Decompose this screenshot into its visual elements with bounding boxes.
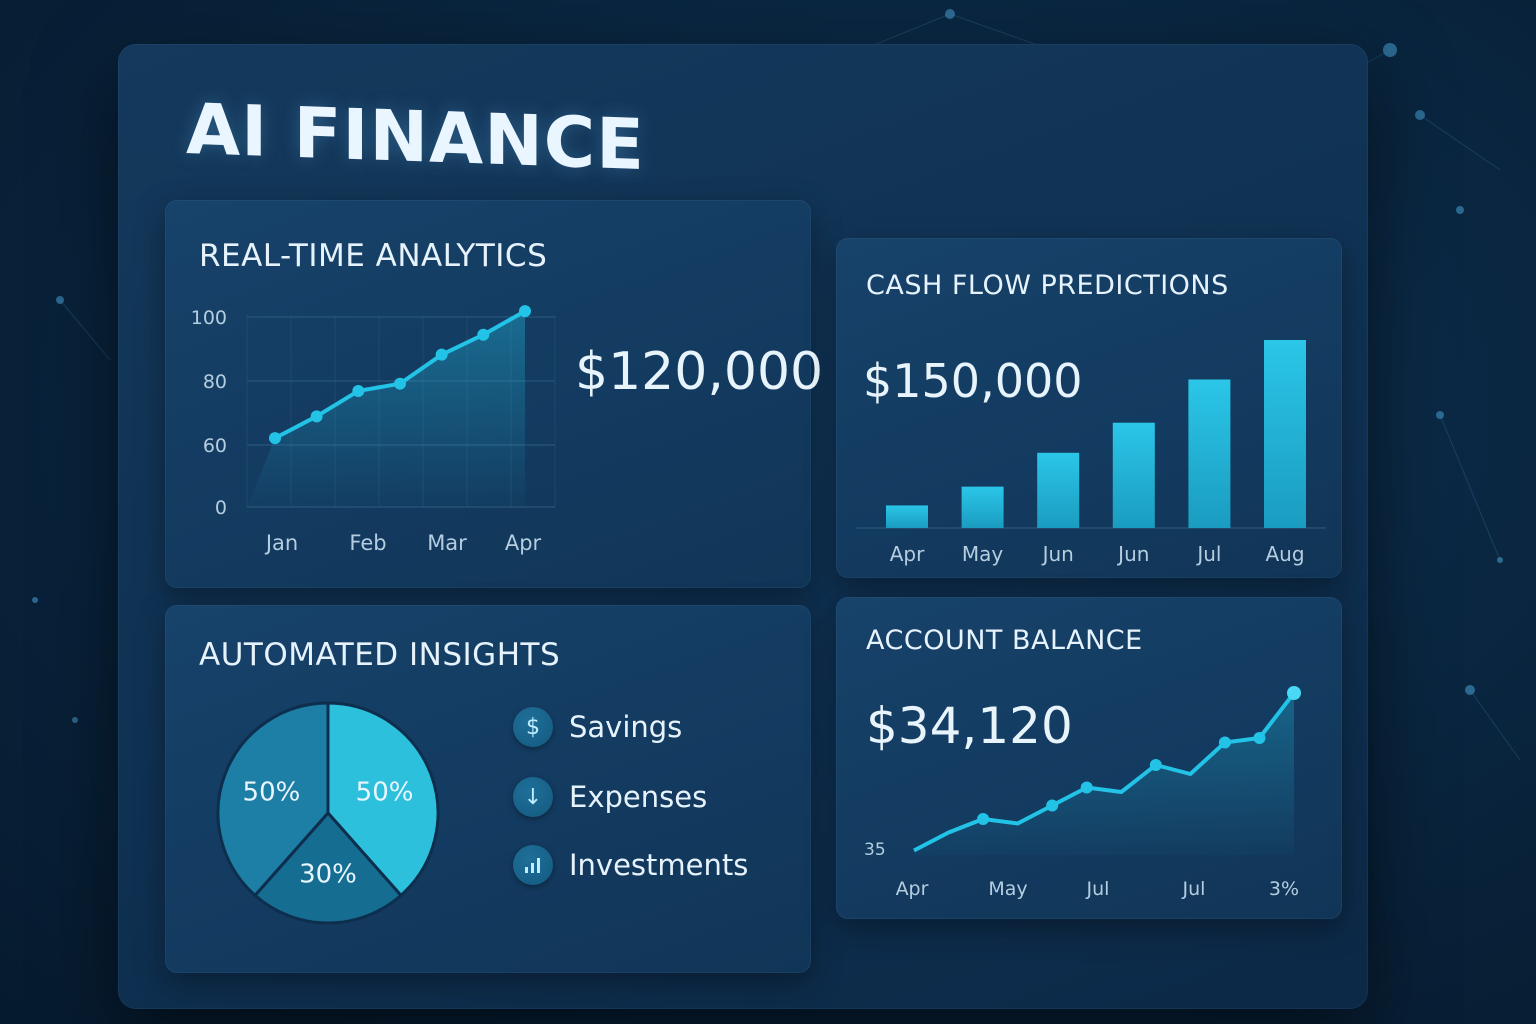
pie-slice: [326, 701, 440, 898]
app-title: AI FINANCE: [186, 88, 645, 187]
bar-chart-glyph: [525, 858, 540, 873]
balance-area-chart[interactable]: 35 Apr May Jul Jul 3%: [856, 677, 1336, 907]
insights-panel-title: AUTOMATED INSIGHTS: [199, 637, 561, 673]
x-tick-label: Jan: [264, 531, 298, 555]
x-tick-label: Jun: [1116, 542, 1149, 566]
balance-point: [1046, 799, 1059, 812]
analytics-panel-title: REAL-TIME ANALYTICS: [199, 238, 548, 274]
y-tick-label: 100: [191, 307, 227, 329]
balance-point: [1253, 732, 1266, 744]
legend-label-expenses: Expenses: [569, 780, 708, 814]
analytics-panel[interactable]: REAL-TIME ANALYTICS $120,000 0 60 80 100 Jan…: [165, 200, 823, 588]
balance-panel-title: ACCOUNT BALANCE: [866, 625, 1143, 656]
y-tick-label: 0: [215, 497, 227, 519]
x-tick-label: Feb: [349, 531, 386, 555]
x-tick-label: Jul: [1086, 878, 1110, 900]
x-tick-label: Apr: [896, 878, 929, 900]
bar-chart-icon: [513, 845, 553, 885]
cashflow-bar: [1037, 452, 1080, 528]
analytics-point: [310, 410, 323, 423]
pie-label: 50%: [243, 778, 301, 808]
pie-label: 50%: [356, 778, 414, 808]
x-tick-label: Mar: [427, 531, 467, 555]
analytics-line-chart[interactable]: 0 60 80 100 Jan Feb Mar Apr: [185, 295, 575, 565]
legend-item-expenses[interactable]: ↓ Expenses: [513, 775, 707, 819]
analytics-point: [519, 305, 531, 318]
analytics-point: [352, 384, 365, 397]
cashflow-bar: [1112, 422, 1155, 528]
x-tick-label: May: [962, 542, 1004, 566]
x-tick-label: Jun: [1041, 542, 1074, 566]
analytics-point: [435, 348, 448, 361]
x-tick-label: Jul: [1195, 542, 1221, 566]
cashflow-value: $150,000: [863, 354, 1083, 408]
pie-label: 30%: [299, 860, 357, 890]
cashflow-bar-chart[interactable]: Apr May Jun Jun Jul Aug: [856, 333, 1336, 573]
cashflow-bar: [1264, 340, 1306, 528]
dollar-icon: $: [513, 707, 553, 747]
analytics-area: [247, 311, 525, 507]
cashflow-bar: [961, 486, 1004, 528]
y-tick-label: 60: [203, 435, 227, 457]
cashflow-panel-title: CASH FLOW PREDICTIONS: [866, 270, 1229, 301]
analytics-point: [394, 377, 406, 390]
cashflow-bar: [886, 505, 928, 528]
insights-pie-chart[interactable]: 50% 30% 50%: [215, 700, 445, 930]
balance-point: [1080, 781, 1093, 794]
analytics-point: [269, 432, 281, 445]
balance-panel[interactable]: ACCOUNT BALANCE $34,120 35 Apr May Jul Jul 3%: [836, 597, 1342, 919]
balance-point: [977, 813, 990, 825]
analytics-point: [477, 328, 490, 341]
x-tick-label: Jul: [1182, 878, 1206, 900]
cashflow-panel[interactable]: CASH FLOW PREDICTIONS $150,000 Apr May Jun…: [836, 238, 1342, 578]
x-tick-label: Aug: [1265, 542, 1304, 566]
legend-label-savings: Savings: [569, 710, 683, 744]
pie-slice: [216, 701, 330, 898]
balance-point: [1287, 686, 1301, 700]
balance-area: [914, 693, 1294, 855]
x-tick-label: Apr: [890, 542, 925, 566]
balance-point: [1149, 759, 1162, 771]
y-tick-label: 35: [864, 840, 886, 860]
balance-point: [1218, 736, 1231, 749]
pie-slice: [252, 810, 404, 925]
legend-label-investments: Investments: [569, 848, 749, 882]
cashflow-bar: [1188, 379, 1231, 528]
legend-item-investments[interactable]: Investments: [513, 843, 748, 887]
x-tick-label: 3%: [1269, 878, 1299, 900]
arrow-down-icon: ↓: [513, 777, 553, 817]
y-tick-label: 80: [203, 371, 227, 393]
x-tick-label: May: [988, 878, 1027, 900]
analytics-value: $120,000: [575, 342, 824, 402]
legend-item-savings[interactable]: $ Savings: [513, 705, 682, 749]
x-tick-label: Apr: [505, 531, 542, 555]
insights-panel[interactable]: AUTOMATED INSIGHTS 50% 30% 50% $ Savings ↓…: [165, 605, 811, 973]
balance-value: $34,120: [866, 697, 1073, 755]
